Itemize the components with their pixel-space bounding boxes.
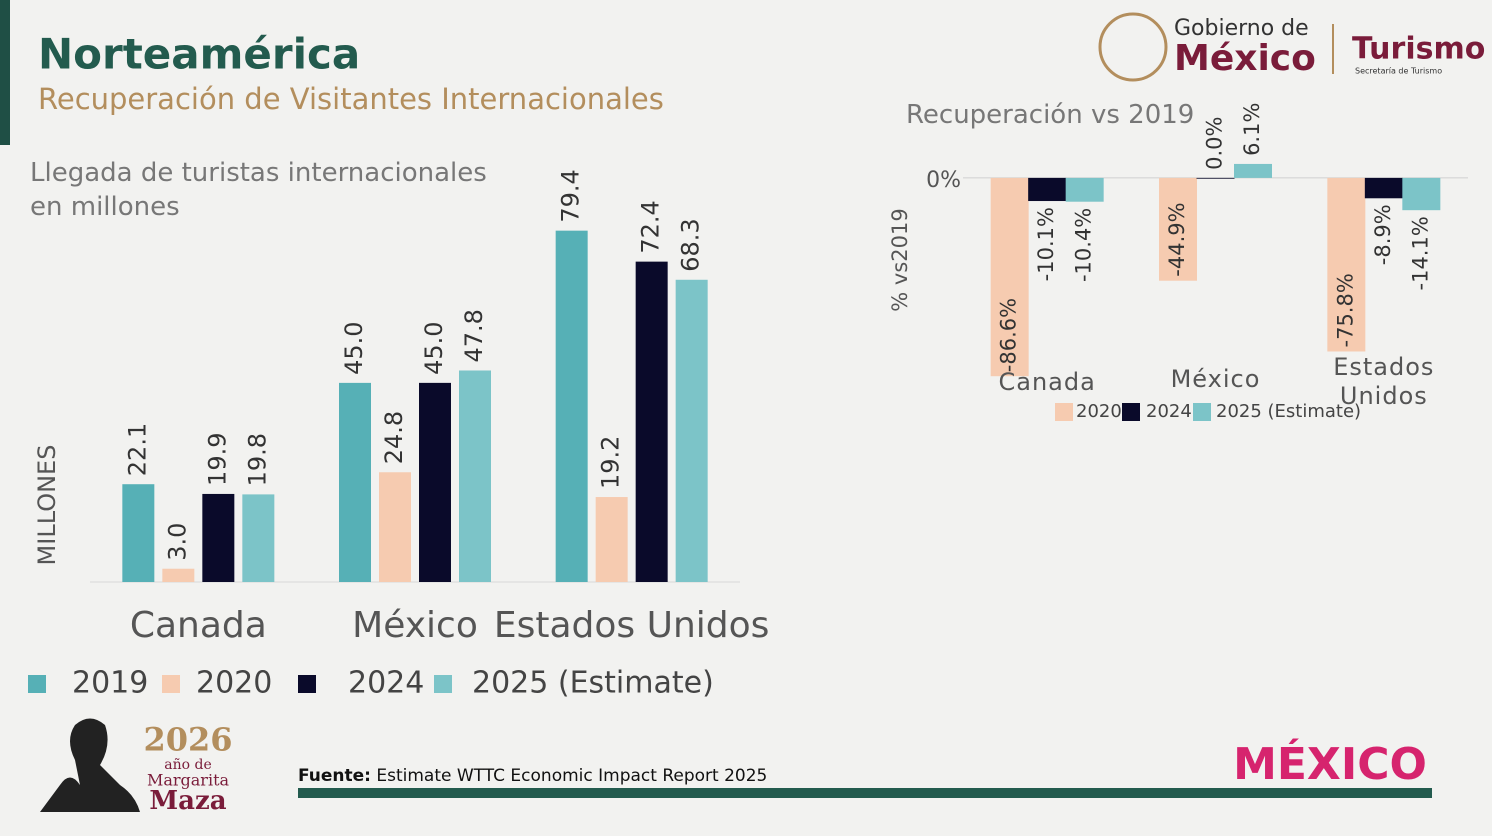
bar	[242, 494, 275, 582]
y-tick-label: 0%	[926, 168, 961, 193]
logo-secretaria: Secretaría de Turismo	[1355, 67, 1442, 76]
value-label: -10.1%	[1034, 207, 1058, 281]
value-label: 19.2	[597, 436, 625, 489]
bar	[635, 261, 668, 582]
source-text: Estimate WTTC Economic Impact Report 202…	[376, 766, 767, 786]
x-tick-label: Canada	[130, 605, 267, 646]
value-label: 19.8	[243, 433, 271, 486]
value-label: 72.4	[637, 200, 665, 253]
logo-maza: Maza	[149, 786, 226, 816]
bar	[162, 568, 195, 582]
bar	[1364, 177, 1403, 199]
slide-title: Norteamérica	[38, 30, 360, 79]
source: Fuente: Estimate WTTC Economic Impact Re…	[298, 766, 767, 786]
x-tick-label: México	[352, 605, 478, 646]
bar	[555, 230, 588, 582]
value-label: 3.0	[163, 523, 191, 561]
logo-gobierno: Gobierno de	[1174, 16, 1309, 41]
logo-mexico: México	[1174, 38, 1316, 79]
portrait	[40, 718, 140, 812]
legend-label: 2020	[196, 666, 272, 701]
value-label: -44.9%	[1165, 202, 1189, 276]
legend-label: 2025 (Estimate)	[1216, 401, 1361, 422]
value-label: 47.8	[460, 309, 488, 362]
value-label: -86.6%	[997, 298, 1021, 372]
logo-year: 2026	[143, 721, 232, 759]
chart-title: Recuperación vs 2019	[906, 100, 1195, 130]
legend-label: 2020	[1076, 401, 1122, 422]
bar	[1234, 163, 1272, 178]
legend-swatch	[298, 675, 316, 693]
value-label: -8.9%	[1371, 204, 1395, 265]
legend-label: 2024	[1146, 401, 1192, 422]
bar	[419, 382, 451, 582]
value-label: -10.4%	[1072, 208, 1096, 282]
bar	[990, 177, 1029, 377]
seal	[1098, 12, 1168, 82]
legend-swatch	[434, 675, 452, 693]
bar	[1327, 177, 1366, 352]
bar	[1159, 177, 1197, 281]
x-tick-label: Estados Unidos	[494, 605, 770, 646]
bar	[1402, 177, 1441, 211]
logo-turismo: Turismo	[1352, 32, 1485, 67]
x-tick-label: Estados Unidos	[1333, 353, 1435, 410]
bar	[1196, 177, 1235, 179]
legend-swatch	[1055, 403, 1073, 421]
x-tick-label: Canada	[998, 368, 1096, 396]
bar	[122, 484, 155, 582]
footer-bar	[298, 788, 1432, 798]
legend-label: 2025 (Estimate)	[472, 666, 714, 701]
legend-swatch	[1122, 403, 1140, 421]
value-label: 24.8	[380, 411, 408, 464]
bar	[595, 497, 628, 582]
value-label: -75.8%	[1333, 273, 1357, 347]
value-label: 68.3	[677, 218, 705, 271]
brand-logo: MÉXICO	[1233, 737, 1427, 790]
bar	[675, 279, 708, 582]
legend-label: 2019	[72, 666, 148, 701]
chart-title: Llegada de turistas internacionales en m…	[30, 158, 487, 222]
value-label: -14.1%	[1408, 216, 1432, 290]
bar	[379, 472, 411, 582]
accent-bar	[0, 0, 10, 145]
legend-swatch	[28, 675, 46, 693]
bar	[339, 382, 371, 582]
logo-margarita: Margarita	[147, 771, 230, 790]
legend-swatch	[162, 675, 180, 693]
x-tick-label: México	[1170, 365, 1261, 393]
value-label: 45.0	[420, 321, 448, 374]
value-label: 22.1	[123, 423, 151, 476]
value-label: 0.0%	[1203, 117, 1227, 170]
slide-subtitle: Recuperación de Visitantes Internacional…	[38, 82, 664, 116]
bar	[1028, 177, 1067, 202]
y-axis-label: % vs2019	[888, 208, 912, 311]
value-label: 6.1%	[1240, 103, 1264, 156]
bar	[1065, 177, 1104, 202]
source-label: Fuente:	[298, 766, 371, 786]
bar	[459, 370, 491, 582]
logo-ano: año de	[164, 757, 212, 773]
legend-swatch	[1193, 403, 1211, 421]
legend-label: 2024	[348, 666, 424, 701]
value-label: 19.9	[203, 433, 231, 486]
value-label: 45.0	[340, 321, 368, 374]
y-axis-label: MILLONES	[33, 445, 61, 566]
bar	[202, 493, 235, 582]
value-label: 79.4	[557, 169, 585, 222]
